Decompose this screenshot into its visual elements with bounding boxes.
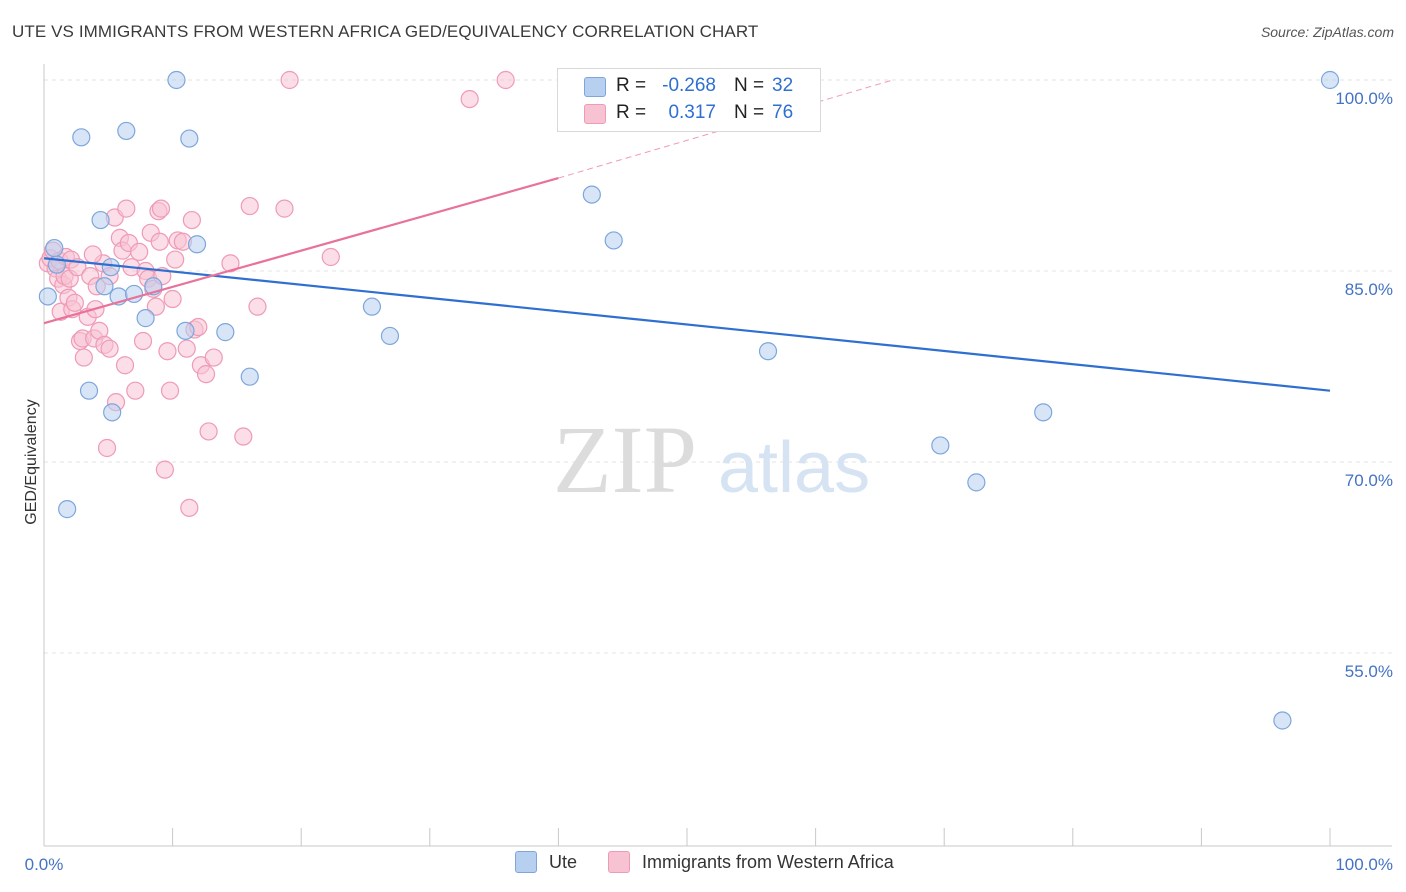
ute-point <box>136 309 155 328</box>
immigrants-point <box>146 297 165 316</box>
ute-point <box>72 128 91 147</box>
immigrants-point <box>97 438 117 458</box>
ute-point <box>1273 711 1292 730</box>
legend-swatch-ute <box>584 77 606 97</box>
immigrants-point <box>83 245 102 264</box>
immigrants-point <box>158 342 177 361</box>
ute-point <box>167 70 186 90</box>
axes <box>43 64 1392 847</box>
ute-point <box>95 277 114 296</box>
x-tick-label: 100.0% <box>1335 855 1393 874</box>
ute-trend-line <box>43 257 1331 392</box>
x-tick-label: 0.0% <box>25 855 64 874</box>
immigrants-point <box>155 460 174 479</box>
ute-point <box>101 258 120 277</box>
ute-point <box>117 121 136 141</box>
immigrants-point <box>151 199 171 218</box>
ute-point <box>582 185 601 204</box>
immigrants-point <box>248 297 267 316</box>
y-tick-label: 85.0% <box>1345 280 1393 299</box>
legend-swatch-ute <box>515 851 537 873</box>
legend-row-ute: R = -0.268 N = 32 <box>558 74 820 100</box>
ute-point <box>58 500 77 519</box>
immigrants-trend-line <box>43 176 559 325</box>
ute-point <box>604 231 623 250</box>
correlation-legend: R = -0.268 N = 32 R = 0.317 N = 76 <box>557 68 821 132</box>
legend-n-label: N = <box>734 102 765 123</box>
legend-item-ute[interactable]: Ute <box>515 851 577 873</box>
ute-point <box>362 297 382 316</box>
legend-label-ute: Ute <box>549 851 578 872</box>
immigrants-point <box>199 422 218 441</box>
legend-n-value: 32 <box>772 75 794 96</box>
gridlines <box>44 79 1392 654</box>
immigrants-point <box>182 210 201 230</box>
immigrants-point <box>117 199 136 218</box>
immigrants-point <box>180 498 199 517</box>
legend-swatch-immigrants <box>608 851 630 873</box>
immigrants-point <box>160 381 180 400</box>
ute-point <box>38 287 57 306</box>
immigrants-point <box>460 89 479 109</box>
ute-point <box>79 381 99 400</box>
legend-r-value: 0.317 <box>668 102 716 123</box>
ute-point <box>176 321 195 340</box>
legend-n-value: 76 <box>772 102 794 123</box>
ute-points <box>38 70 1340 730</box>
legend-r-label: R = <box>616 75 647 96</box>
y-tick-label: 100.0% <box>1335 89 1393 108</box>
ute-point <box>187 235 207 254</box>
ute-point <box>180 129 199 148</box>
y-axis-label: GED/Equivalency <box>23 399 40 524</box>
ute-point <box>967 473 986 492</box>
watermark-atlas: atlas <box>718 428 870 508</box>
y-tick-label: 70.0% <box>1345 471 1393 490</box>
ute-point <box>103 403 122 422</box>
ute-point <box>91 210 110 230</box>
immigrants-point <box>496 70 515 90</box>
immigrants-point <box>74 348 93 367</box>
immigrants-point <box>126 381 145 400</box>
ute-point <box>1034 403 1053 422</box>
immigrants-point <box>321 247 340 267</box>
watermark-zip: ZIP <box>553 406 697 513</box>
immigrants-point <box>196 365 216 384</box>
legend-row-immigrants: R = 0.317 N = 76 <box>558 101 820 127</box>
immigrants-point <box>204 348 223 367</box>
tick-labels: 100.0% 85.0% 70.0% 55.0% 0.0% 100.0% <box>25 89 1393 874</box>
ute-point <box>216 323 235 342</box>
source-label: Source: ZipAtlas.com <box>1260 24 1394 40</box>
immigrants-point <box>275 199 294 218</box>
ute-point <box>931 436 950 455</box>
legend-r-value: -0.268 <box>662 75 716 96</box>
legend-n-label: N = <box>734 75 765 96</box>
immigrants-point <box>166 250 185 269</box>
immigrants-point <box>177 339 196 358</box>
immigrants-point <box>240 196 259 216</box>
ute-point <box>1320 70 1340 90</box>
legend-label-immigrants: Immigrants from Western Africa <box>642 851 894 872</box>
immigrants-point <box>130 242 149 261</box>
ute-point <box>380 326 400 346</box>
legend-r-label: R = <box>616 102 647 123</box>
immigrants-point <box>234 427 253 446</box>
ute-point <box>240 367 259 386</box>
immigrants-point <box>100 339 119 358</box>
immigrants-point <box>163 289 182 309</box>
ute-point <box>45 238 64 258</box>
immigrants-point <box>133 331 153 351</box>
legend-swatch-immigrants <box>584 104 606 124</box>
legend-item-immigrants[interactable]: Immigrants from Western Africa <box>608 851 894 873</box>
immigrants-point <box>65 293 84 312</box>
immigrants-point <box>150 232 169 251</box>
immigrants-point <box>280 70 299 90</box>
y-tick-label: 55.0% <box>1345 662 1393 681</box>
chart-title: UTE VS IMMIGRANTS FROM WESTERN AFRICA GE… <box>12 22 759 41</box>
series-legend: Ute Immigrants from Western Africa <box>0 851 1406 877</box>
immigrants-point <box>221 254 240 273</box>
immigrants-point <box>115 356 135 375</box>
ute-point <box>758 342 778 361</box>
